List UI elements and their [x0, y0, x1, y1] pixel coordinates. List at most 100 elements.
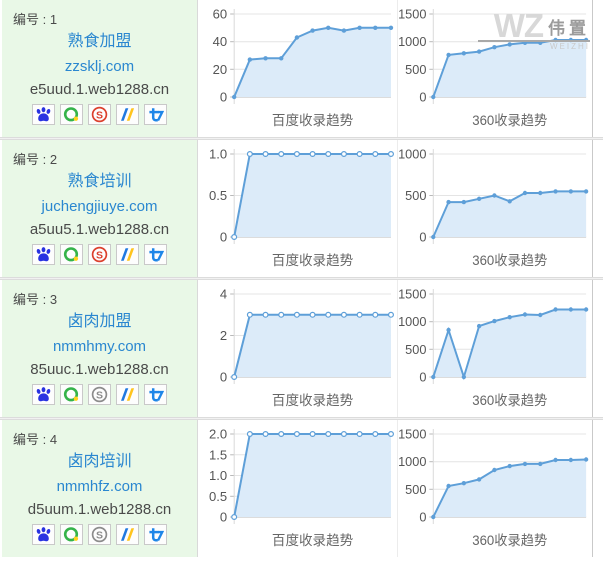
site-title-link[interactable]: 卤肉培训: [67, 453, 132, 470]
row-separator: [0, 137, 603, 140]
site-info-panel: 编号 : 4 卤肉培训 nmmhfz.com d5uum.1.web1288.c…: [0, 420, 198, 557]
so360-index-chart: 0 500 1000 1500 360收录趋势: [397, 0, 593, 137]
baidu-icon[interactable]: [32, 104, 55, 125]
so360-index-chart: 0 500 1000 1500 360收录趋势: [397, 420, 593, 557]
toutiao-icon[interactable]: [144, 244, 167, 265]
svg-text:0.5: 0.5: [209, 188, 227, 203]
baidu-index-chart: 0 20 40 60 百度收录趋势: [198, 0, 397, 137]
sogou-icon[interactable]: S: [88, 244, 111, 265]
shenma-icon[interactable]: [116, 384, 139, 405]
site-subdomain: e5uud.1.web1288.cn: [29, 81, 170, 98]
svg-text:360收录趋势: 360收录趋势: [472, 533, 547, 548]
baidu-icon[interactable]: [32, 524, 55, 545]
site-number: 编号 : 2: [13, 152, 58, 167]
search-engine-icons: S: [2, 384, 197, 405]
sogou-icon[interactable]: S: [88, 104, 111, 125]
svg-text:0: 0: [220, 90, 227, 105]
baidu-index-chart: 0 0.5 1.0 百度收录趋势: [198, 140, 397, 277]
svg-text:0: 0: [419, 509, 426, 524]
site-row: 编号 : 4 卤肉培训 nmmhfz.com d5uum.1.web1288.c…: [0, 420, 603, 557]
svg-text:1.0: 1.0: [209, 147, 227, 162]
site-domain-link[interactable]: nmmhmy.com: [52, 338, 147, 355]
shenma-icon[interactable]: [116, 244, 139, 265]
svg-text:S: S: [96, 529, 103, 541]
toutiao-icon[interactable]: [144, 384, 167, 405]
svg-text:1500: 1500: [398, 6, 426, 21]
svg-text:百度收录趋势: 百度收录趋势: [272, 253, 353, 268]
svg-text:4: 4: [220, 287, 227, 302]
svg-text:0: 0: [419, 369, 426, 384]
svg-text:360收录趋势: 360收录趋势: [472, 393, 547, 408]
baidu-index-chart: 0 0.5 1.0 1.5 2.0 百度收录趋势: [198, 420, 397, 557]
svg-text:360收录趋势: 360收录趋势: [472, 113, 547, 128]
svg-text:0: 0: [220, 370, 227, 385]
sogou-icon[interactable]: S: [88, 384, 111, 405]
site-title-link[interactable]: 卤肉加盟: [67, 313, 132, 330]
svg-text:1000: 1000: [398, 146, 426, 161]
so360-icon[interactable]: [60, 384, 83, 405]
svg-text:0: 0: [419, 229, 426, 244]
so360-index-chart: 0 500 1000 1500 360收录趋势: [397, 280, 593, 417]
svg-text:2.0: 2.0: [209, 427, 227, 442]
svg-text:S: S: [96, 109, 103, 121]
sogou-icon[interactable]: S: [88, 524, 111, 545]
row-separator: [0, 277, 603, 280]
row-separator: [0, 417, 603, 420]
right-gutter: [593, 280, 603, 417]
svg-text:S: S: [96, 389, 103, 401]
baidu-icon[interactable]: [32, 384, 55, 405]
site-number: 编号 : 1: [13, 12, 58, 27]
svg-text:1.5: 1.5: [209, 447, 227, 462]
svg-text:2: 2: [220, 328, 227, 343]
svg-text:60: 60: [213, 7, 228, 22]
shenma-icon[interactable]: [116, 104, 139, 125]
right-gutter: [593, 420, 603, 557]
site-row: 编号 : 2 熟食培训 juchengjiuye.com a5uu5.1.web…: [0, 140, 603, 277]
svg-text:20: 20: [213, 62, 228, 77]
svg-text:1500: 1500: [398, 426, 426, 441]
svg-text:1500: 1500: [398, 286, 426, 301]
site-title-link[interactable]: 熟食培训: [67, 173, 132, 190]
so360-index-chart: 0 500 1000 360收录趋势: [397, 140, 593, 277]
site-row: 编号 : 1 熟食加盟 zzsklj.com e5uud.1.web1288.c…: [0, 0, 603, 137]
so360-icon[interactable]: [60, 104, 83, 125]
site-info-panel: 编号 : 1 熟食加盟 zzsklj.com e5uud.1.web1288.c…: [0, 0, 198, 137]
svg-text:百度收录趋势: 百度收录趋势: [272, 113, 353, 128]
svg-text:1.0: 1.0: [209, 468, 227, 483]
baidu-icon[interactable]: [32, 244, 55, 265]
site-title-link[interactable]: 熟食加盟: [67, 33, 132, 50]
svg-text:500: 500: [405, 482, 426, 497]
so360-icon[interactable]: [60, 524, 83, 545]
site-row: 编号 : 3 卤肉加盟 nmmhmy.com 85uuc.1.web1288.c…: [0, 280, 603, 417]
svg-text:百度收录趋势: 百度收录趋势: [272, 393, 353, 408]
svg-text:40: 40: [213, 34, 228, 49]
shenma-icon[interactable]: [116, 524, 139, 545]
site-number: 编号 : 4: [13, 432, 58, 447]
search-engine-icons: S: [2, 104, 197, 125]
svg-text:500: 500: [405, 188, 426, 203]
svg-text:500: 500: [405, 62, 426, 77]
svg-text:S: S: [96, 249, 103, 261]
site-info-panel: 编号 : 2 熟食培训 juchengjiuye.com a5uu5.1.web…: [0, 140, 198, 277]
svg-text:360收录趋势: 360收录趋势: [472, 253, 547, 268]
baidu-index-chart: 0 2 4 百度收录趋势: [198, 280, 397, 417]
site-domain-link[interactable]: juchengjiuye.com: [41, 198, 158, 215]
site-subdomain: d5uum.1.web1288.cn: [27, 501, 172, 518]
site-subdomain: a5uu5.1.web1288.cn: [29, 221, 170, 238]
svg-text:0.5: 0.5: [209, 489, 227, 504]
toutiao-icon[interactable]: [144, 524, 167, 545]
right-gutter: [593, 140, 603, 277]
svg-text:500: 500: [405, 342, 426, 357]
svg-text:1000: 1000: [398, 34, 426, 49]
site-domain-link[interactable]: zzsklj.com: [64, 58, 135, 75]
svg-text:1000: 1000: [398, 314, 426, 329]
toutiao-icon[interactable]: [144, 104, 167, 125]
svg-text:百度收录趋势: 百度收录趋势: [272, 533, 353, 548]
svg-text:0: 0: [220, 230, 227, 245]
search-engine-icons: S: [2, 524, 197, 545]
site-domain-link[interactable]: nmmhfz.com: [56, 478, 143, 495]
so360-icon[interactable]: [60, 244, 83, 265]
svg-text:0: 0: [220, 510, 227, 525]
right-gutter: [593, 0, 603, 137]
